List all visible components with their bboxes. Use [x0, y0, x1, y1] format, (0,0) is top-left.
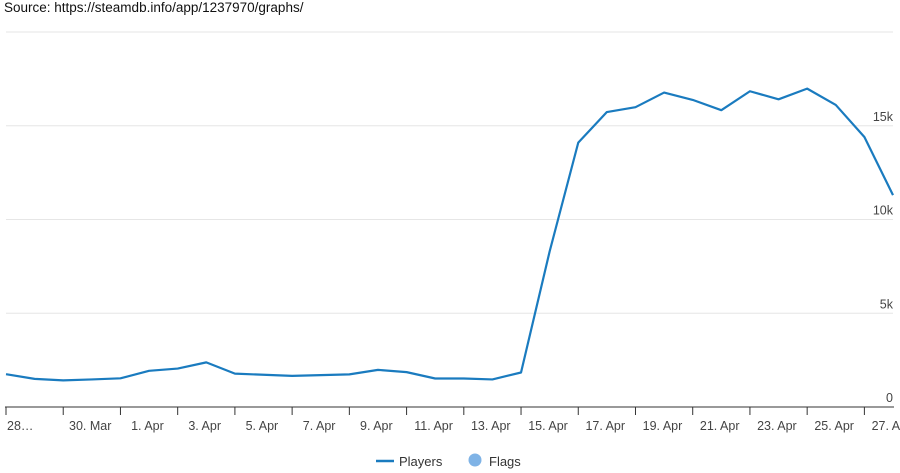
x-tick-label: 7. Apr — [303, 419, 336, 433]
x-tick-label: 27. Apr — [872, 419, 900, 433]
y-axis: 0 5k 10k 15k — [873, 110, 894, 405]
source-caption: Source: https://steamdb.info/app/1237970… — [4, 0, 304, 15]
y-tick-label: 5k — [880, 297, 894, 311]
y-tick-label: 0 — [886, 391, 893, 405]
x-tick-label: 11. Apr — [414, 419, 453, 433]
y-tick-label: 15k — [873, 110, 894, 124]
x-tick-label: 23. Apr — [757, 419, 797, 433]
series-layer — [5, 87, 894, 382]
x-tick-label: 30. Mar — [69, 419, 111, 433]
y-tick-label: 10k — [873, 204, 894, 218]
x-tick-label: 13. Apr — [471, 419, 511, 433]
x-tick-label: 1. Apr — [131, 419, 164, 433]
x-tick-label: 5. Apr — [246, 419, 279, 433]
x-tick-label: 17. Apr — [585, 419, 625, 433]
legend-players-label[interactable]: Players — [399, 454, 443, 469]
x-axis: 28… 30. Mar 1. Apr 3. Apr 5. Apr 7. Apr 9. Apr… — [5, 406, 900, 433]
x-tick-label: 25. Apr — [814, 419, 854, 433]
x-tick-label: 19. Apr — [643, 419, 683, 433]
players-series-line — [5, 87, 894, 382]
legend-flags-label[interactable]: Flags — [489, 454, 521, 469]
grid-lines — [6, 31, 893, 314]
x-tick-label: 3. Apr — [188, 419, 221, 433]
legend[interactable]: Players Flags — [376, 453, 521, 470]
legend-flags-marker — [468, 453, 482, 467]
x-tick-label: 15. Apr — [528, 419, 568, 433]
x-tick-label: 28… — [7, 419, 33, 433]
x-tick-label: 21. Apr — [700, 419, 740, 433]
x-tick-label: 9. Apr — [360, 419, 393, 433]
